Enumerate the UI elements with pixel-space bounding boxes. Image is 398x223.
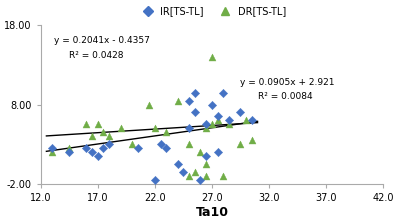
Point — [152, 127, 158, 130]
Point — [174, 99, 181, 102]
Point — [203, 162, 209, 166]
Point — [157, 142, 164, 146]
Point — [163, 147, 170, 150]
Point — [83, 123, 90, 126]
X-axis label: Ta10: Ta10 — [195, 206, 228, 219]
Point — [89, 151, 95, 154]
Point — [89, 134, 95, 138]
Point — [209, 123, 215, 126]
Point — [220, 91, 226, 94]
Point — [226, 119, 232, 122]
Point — [100, 131, 107, 134]
Point — [66, 151, 72, 154]
Legend: IR[TS-TL], DR[TS-TL]: IR[TS-TL], DR[TS-TL] — [138, 6, 286, 16]
Point — [49, 151, 55, 154]
Point — [203, 127, 209, 130]
Point — [174, 162, 181, 166]
Point — [237, 111, 244, 114]
Point — [186, 99, 192, 102]
Point — [191, 91, 198, 94]
Point — [215, 151, 221, 154]
Point — [106, 134, 112, 138]
Point — [152, 178, 158, 182]
Point — [191, 170, 198, 174]
Point — [117, 127, 124, 130]
Point — [226, 123, 232, 126]
Text: R² = 0.0084: R² = 0.0084 — [258, 92, 312, 101]
Point — [215, 115, 221, 118]
Point — [203, 123, 209, 126]
Point — [209, 103, 215, 106]
Point — [95, 154, 101, 158]
Point — [180, 170, 187, 174]
Point — [186, 174, 192, 178]
Point — [83, 147, 90, 150]
Point — [249, 119, 255, 122]
Point — [95, 123, 101, 126]
Text: y = 0.2041x - 0.4357: y = 0.2041x - 0.4357 — [55, 35, 150, 45]
Point — [135, 147, 141, 150]
Point — [191, 111, 198, 114]
Point — [220, 174, 226, 178]
Point — [66, 147, 72, 150]
Point — [237, 142, 244, 146]
Point — [215, 119, 221, 122]
Point — [203, 154, 209, 158]
Point — [186, 142, 192, 146]
Point — [197, 151, 204, 154]
Point — [129, 142, 135, 146]
Point — [203, 174, 209, 178]
Point — [243, 119, 249, 122]
Text: y = 0.0905x + 2.921: y = 0.0905x + 2.921 — [240, 78, 335, 87]
Point — [209, 55, 215, 59]
Point — [163, 131, 170, 134]
Point — [106, 142, 112, 146]
Text: R² = 0.0428: R² = 0.0428 — [69, 52, 124, 60]
Point — [249, 138, 255, 142]
Point — [49, 147, 55, 150]
Point — [100, 147, 107, 150]
Point — [186, 127, 192, 130]
Point — [197, 178, 204, 182]
Point — [146, 103, 152, 106]
